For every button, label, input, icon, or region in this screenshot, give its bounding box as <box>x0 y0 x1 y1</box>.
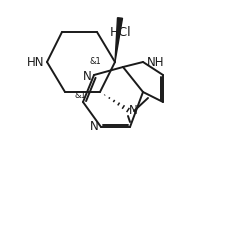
Text: &1: &1 <box>74 90 86 99</box>
Text: &1: &1 <box>89 56 101 65</box>
Text: NH: NH <box>147 55 165 68</box>
Text: N: N <box>83 70 92 83</box>
Text: N: N <box>90 120 99 133</box>
Text: HN: HN <box>26 56 44 69</box>
Polygon shape <box>115 19 122 63</box>
Text: HCl: HCl <box>110 26 132 39</box>
Text: N: N <box>129 103 138 116</box>
